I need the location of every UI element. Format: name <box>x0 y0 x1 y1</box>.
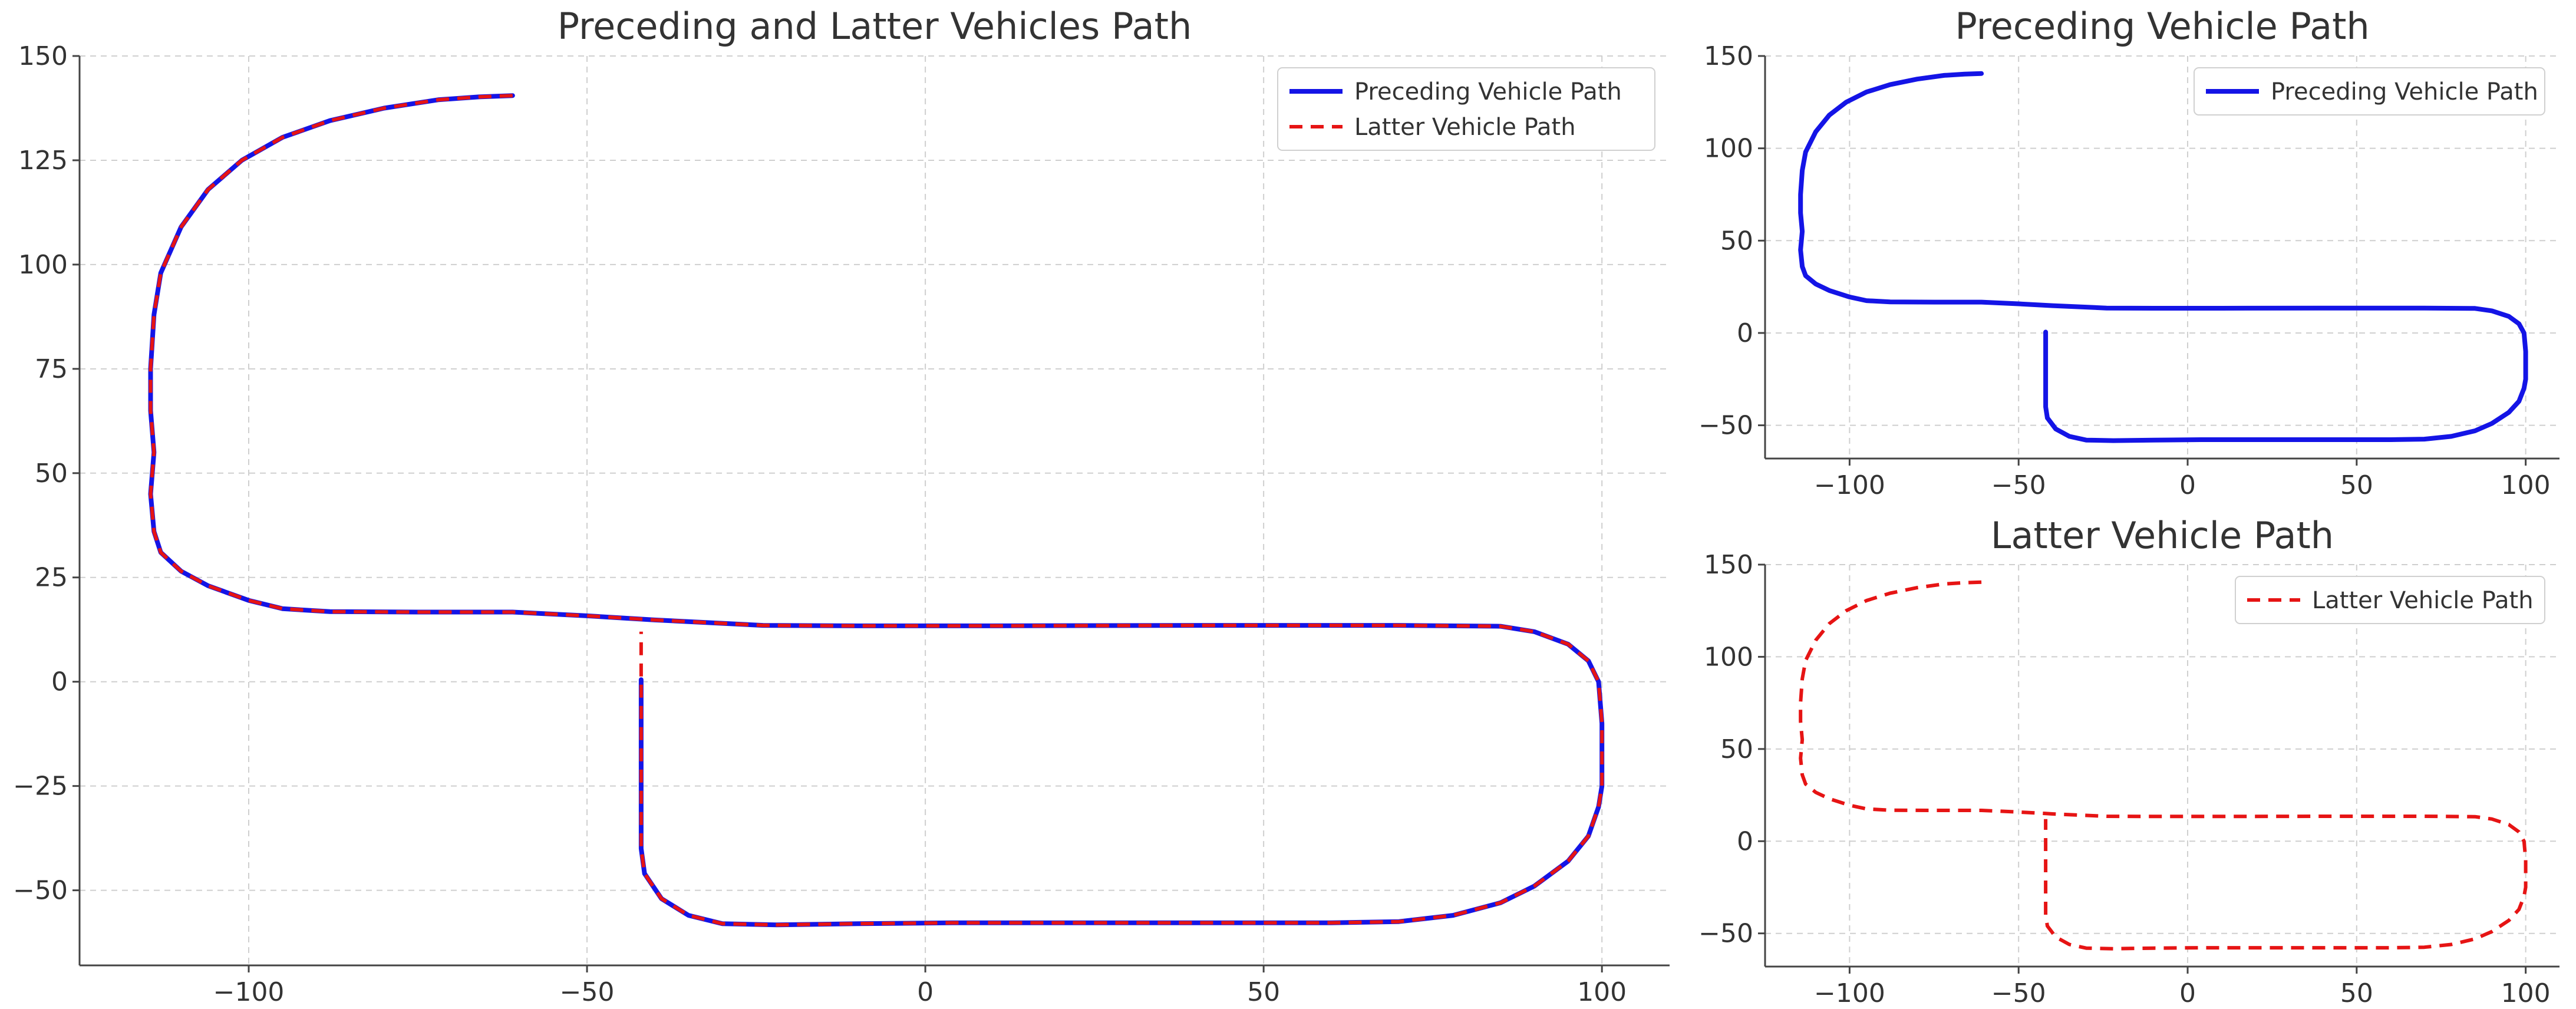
x-tick-label: −50 <box>1991 978 2046 1008</box>
legend-label: Latter Vehicle Path <box>2312 587 2534 614</box>
y-tick-label: 0 <box>51 667 68 697</box>
y-tick-label: 50 <box>1720 226 1753 256</box>
legend-label: Preceding Vehicle Path <box>1354 78 1622 105</box>
x-tick-label: −100 <box>1814 470 1885 500</box>
y-tick-label: 150 <box>1704 41 1753 71</box>
x-tick-label: −50 <box>560 977 615 1007</box>
legend-label: Latter Vehicle Path <box>1354 114 1576 141</box>
y-tick-label: 0 <box>1737 826 1753 856</box>
legend-box <box>1277 67 1655 151</box>
y-tick-label: −50 <box>1698 411 1753 441</box>
y-tick-label: 125 <box>18 146 68 176</box>
chart-title: Latter Vehicle Path <box>1991 514 2334 557</box>
legend: Preceding Vehicle Path Latter Vehicle Pat… <box>1277 67 1655 151</box>
x-tick-label: 100 <box>2501 470 2551 500</box>
chart-panel-combined: Preceding and Latter Vehicles Path −100 −5… <box>13 5 1670 1007</box>
chart-panel-latter: Latter Vehicle Path −100 −50 0 50 100 −50 0 50 10… <box>1698 514 2559 1008</box>
x-tick-label: −100 <box>1814 978 1885 1008</box>
y-tick-label: −25 <box>13 771 68 802</box>
series-line-preceding-vehicle-path <box>1798 71 2528 443</box>
x-tick-label: 100 <box>1577 977 1627 1007</box>
y-tick-label: 75 <box>35 354 68 384</box>
y-tick-label: 0 <box>1737 318 1753 348</box>
y-tick-label: 100 <box>1704 642 1753 672</box>
x-tick-label: 50 <box>2340 978 2373 1008</box>
x-tick-label: 0 <box>917 977 934 1007</box>
y-tick-label: 150 <box>1704 550 1753 580</box>
x-tick-label: 50 <box>2340 470 2373 500</box>
series-line-latter-vehicle-path <box>1799 580 2528 951</box>
legend-label: Preceding Vehicle Path <box>2271 78 2538 105</box>
y-tick-label: 50 <box>1720 734 1753 764</box>
y-tick-label: 25 <box>35 563 68 593</box>
y-tick-label: 50 <box>35 459 68 489</box>
x-tick-label: 50 <box>1247 977 1280 1007</box>
x-tick-label: −100 <box>213 977 285 1007</box>
chart-panel-preceding: Preceding Vehicle Path −100 −50 0 50 100 −50 0 5… <box>1698 5 2559 500</box>
series-line-preceding-vehicle-path <box>148 93 1605 928</box>
x-tick-label: 0 <box>2179 978 2196 1008</box>
chart-title: Preceding and Latter Vehicles Path <box>558 5 1192 48</box>
y-tick-label: 100 <box>1704 134 1753 164</box>
chart-title: Preceding Vehicle Path <box>1955 5 2369 48</box>
x-tick-label: −50 <box>1991 470 2046 500</box>
y-tick-label: 150 <box>18 41 68 71</box>
legend-box <box>2194 67 2545 116</box>
legend: Latter Vehicle Path <box>2235 576 2545 624</box>
legend-box <box>2235 576 2545 624</box>
y-tick-label: −50 <box>13 876 68 906</box>
y-tick-label: −50 <box>1698 919 1753 949</box>
series-line-latter-vehicle-path <box>149 94 1604 927</box>
y-tick-label: 100 <box>18 250 68 280</box>
x-tick-label: 0 <box>2179 470 2196 500</box>
legend: Preceding Vehicle Path <box>2194 67 2545 116</box>
x-tick-label: 100 <box>2501 978 2551 1008</box>
